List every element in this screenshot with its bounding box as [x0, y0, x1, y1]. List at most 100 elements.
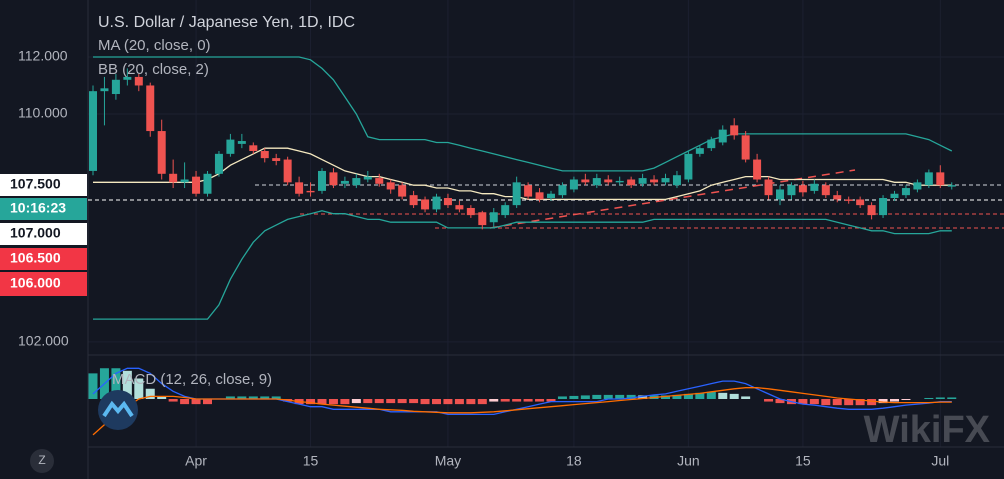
macd-histogram-bar [809, 399, 819, 405]
bb-lower [93, 210, 952, 320]
macd-histogram-bar [546, 399, 556, 402]
macd-histogram-bar [237, 396, 247, 399]
candle-body [432, 196, 441, 210]
candle-body [306, 190, 315, 193]
macd-legend: MACD (12, 26, close, 9) [112, 371, 272, 388]
tag-bg [0, 174, 87, 196]
scale-button-bg[interactable] [30, 449, 54, 473]
macd-histogram-bar [638, 395, 648, 399]
logo-mark [102, 400, 134, 418]
candle-body [661, 178, 670, 183]
macd-histogram-bar [180, 399, 190, 405]
macd-histogram-bar [924, 397, 934, 399]
candle-body [111, 79, 120, 95]
bb-upper [93, 56, 953, 172]
candle-body [592, 178, 601, 186]
macd-histogram-bar [363, 399, 373, 404]
tag-bg [0, 223, 87, 245]
candle-body [810, 183, 819, 191]
macd-histogram-bar [615, 394, 625, 399]
candle-body [352, 178, 361, 186]
macd-histogram-bar [317, 399, 327, 405]
candle-body [340, 180, 349, 184]
candle-body [672, 175, 681, 186]
candle-body [730, 125, 739, 136]
candle-body [295, 182, 304, 194]
macd-histogram-bar [695, 392, 705, 399]
candle-body [718, 129, 727, 143]
y-tick-label: 110.000 [18, 105, 68, 121]
macd-histogram-bar [890, 399, 899, 402]
candle-body [821, 185, 830, 196]
candle-body [100, 88, 109, 92]
candle-body [398, 185, 407, 197]
macd-histogram-bar [718, 392, 728, 399]
candle-body [764, 179, 773, 196]
macd-histogram-bar [145, 388, 155, 399]
price-tag: 107.500 [10, 176, 61, 192]
macd-histogram-bar [535, 399, 545, 402]
candle-body [535, 192, 544, 200]
scale-button[interactable]: Z [38, 453, 45, 467]
macd-histogram-bar [569, 395, 579, 399]
candle-body [89, 91, 97, 171]
candle-body [123, 76, 132, 80]
x-tick-label: 18 [566, 453, 582, 469]
macd-histogram-bar [706, 391, 716, 399]
macd-histogram-bar [821, 399, 831, 406]
candle-body [879, 198, 888, 216]
macd-histogram-bar [878, 399, 888, 404]
candle-body [627, 179, 636, 186]
price-tag: 106.500 [10, 250, 61, 266]
x-tick-label: 15 [795, 453, 811, 469]
x-tick-label: Jul [931, 453, 949, 469]
signal-line [92, 387, 952, 436]
candle-body [409, 195, 418, 206]
candle-body [947, 185, 956, 187]
watermark: WikiFX [864, 409, 991, 451]
candle-body [501, 205, 510, 216]
candle-body [157, 131, 166, 174]
bollinger [93, 56, 953, 320]
candle-body [856, 199, 865, 206]
candle-body [455, 205, 464, 210]
candle-body [260, 151, 269, 159]
candle-body [134, 76, 143, 86]
macd-histogram-bar [683, 393, 693, 399]
macd-histogram-bar [832, 399, 842, 406]
macd-histogram-bar [122, 370, 132, 399]
tag-bg [0, 272, 87, 296]
price-tag: 107.000 [10, 225, 61, 241]
candle-body [547, 193, 555, 199]
macd-histogram-bar [557, 396, 567, 399]
candle-body [707, 139, 716, 149]
candle-body [443, 198, 452, 206]
macd-histogram-bar [867, 399, 877, 406]
candle-body [466, 207, 475, 216]
macd-histogram-bar [580, 395, 590, 399]
trend-line [489, 169, 856, 229]
candle-body [741, 135, 750, 160]
bb-legend: BB (20, close, 2) [98, 61, 209, 78]
candle-body [833, 195, 842, 200]
candle-body [363, 176, 372, 180]
candle-body [169, 173, 178, 183]
macd-histogram-bar [855, 399, 865, 406]
macd-histogram-bar [775, 399, 785, 404]
macd-histogram-bar [512, 399, 522, 402]
candle-body [650, 179, 659, 183]
macd-histogram-bar [111, 368, 121, 399]
candle-body [924, 172, 933, 186]
macd-histogram-bar [386, 399, 396, 404]
macd-histogram-bar [741, 396, 751, 399]
macd-histogram-bar [157, 396, 167, 399]
macd-histogram-bar [947, 397, 957, 399]
price-tags: 107.500 10:16:23 107.000 106.500 106.000 [0, 174, 87, 296]
chart-title: U.S. Dollar / Japanese Yen, 1D, IDC [98, 14, 355, 31]
macd-histogram-bar [935, 397, 945, 399]
candle-body [214, 153, 223, 174]
macd-histogram-bar [134, 378, 144, 399]
y-tick-label: 112.000 [18, 48, 68, 64]
candle-body [283, 159, 292, 183]
candle-body [489, 212, 498, 223]
